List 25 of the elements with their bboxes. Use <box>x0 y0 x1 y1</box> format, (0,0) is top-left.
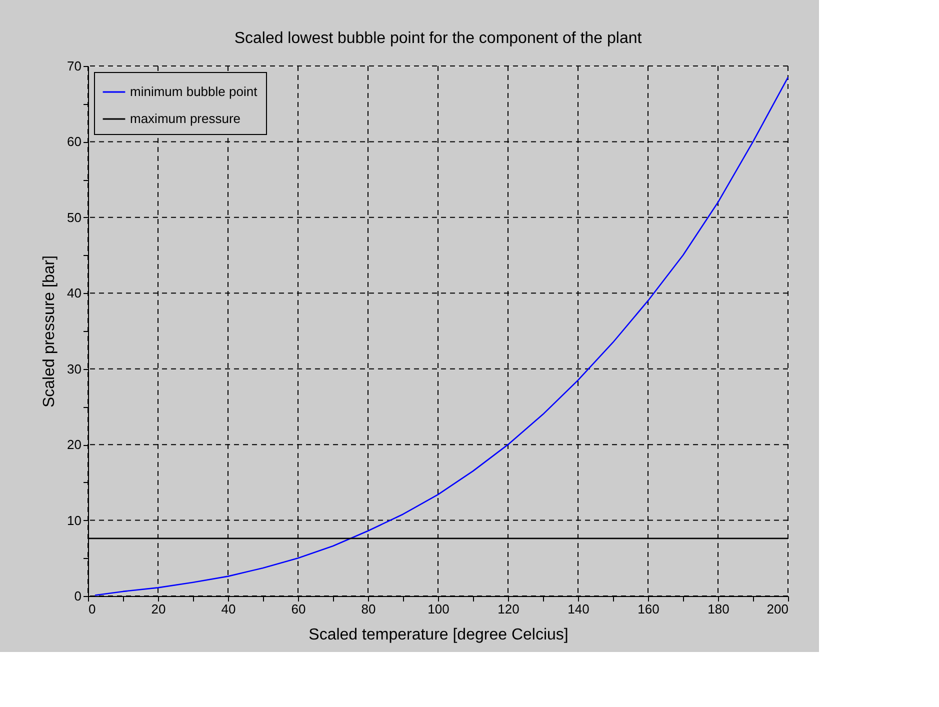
x-tick-label: 20 <box>151 602 166 616</box>
x-tick-label: 60 <box>291 602 306 616</box>
x-tick-label: 200 <box>766 602 788 616</box>
x-tick-label: 120 <box>498 602 520 616</box>
y-tick-label: 60 <box>67 134 82 150</box>
y-tick-label: 50 <box>67 210 82 225</box>
y-tick-label: 20 <box>67 437 82 452</box>
x-tick-label: 140 <box>568 602 590 616</box>
y-axis-title: Scaled pressure [bar] <box>41 255 58 408</box>
y-tick-label: 10 <box>67 512 82 528</box>
line-series <box>94 76 789 596</box>
x-tick-label: 160 <box>638 602 660 616</box>
y-tick-label: 0 <box>74 588 82 604</box>
x-axis-title: Scaled temperature [degree Celcius] <box>308 626 568 644</box>
x-tick-label: 100 <box>428 602 450 616</box>
x-tick-label: 180 <box>708 602 730 616</box>
y-tick-label: 30 <box>67 361 82 376</box>
legend-label: minimum bubble point <box>130 84 258 99</box>
legend-label: maximum pressure <box>130 111 241 126</box>
y-tick-label: 70 <box>67 58 82 74</box>
x-tick-label: 40 <box>221 602 236 616</box>
chart-title: Scaled lowest bubble point for the component of the plant <box>234 30 642 47</box>
y-tick-label: 40 <box>67 286 82 301</box>
x-tick-label: 0 <box>88 602 96 616</box>
x-tick-label: 80 <box>361 602 376 616</box>
